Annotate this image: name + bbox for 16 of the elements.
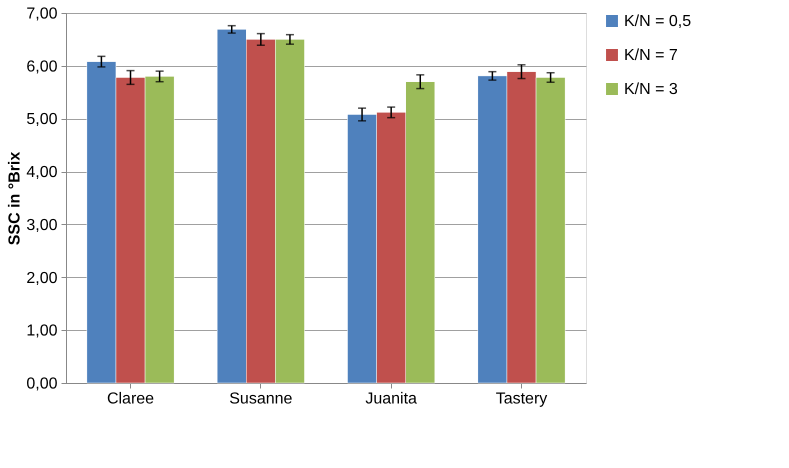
x-tick-label: Claree [106, 390, 154, 408]
y-tick-label: 6,00 [26, 58, 58, 76]
legend-label: K/N = 7 [624, 47, 678, 64]
y-axis-title: SSC in °Brix [6, 152, 24, 246]
y-tick-label: 7,00 [26, 6, 58, 22]
legend-label: K/N = 0,5 [624, 13, 692, 30]
y-tick-label: 2,00 [26, 270, 58, 287]
y-tick-label: 5,00 [26, 111, 58, 128]
x-tick-label: Tastery [496, 390, 548, 408]
x-tick-label: Susanne [229, 390, 293, 408]
y-tick-label: 1,00 [26, 322, 58, 340]
y-tick-label: 4,00 [26, 164, 58, 182]
legend-label: K/N = 3 [624, 81, 678, 98]
x-tick-label: Juanita [365, 390, 418, 408]
y-tick-label: 0,00 [26, 376, 58, 392]
y-tick-label: 3,00 [26, 216, 58, 234]
